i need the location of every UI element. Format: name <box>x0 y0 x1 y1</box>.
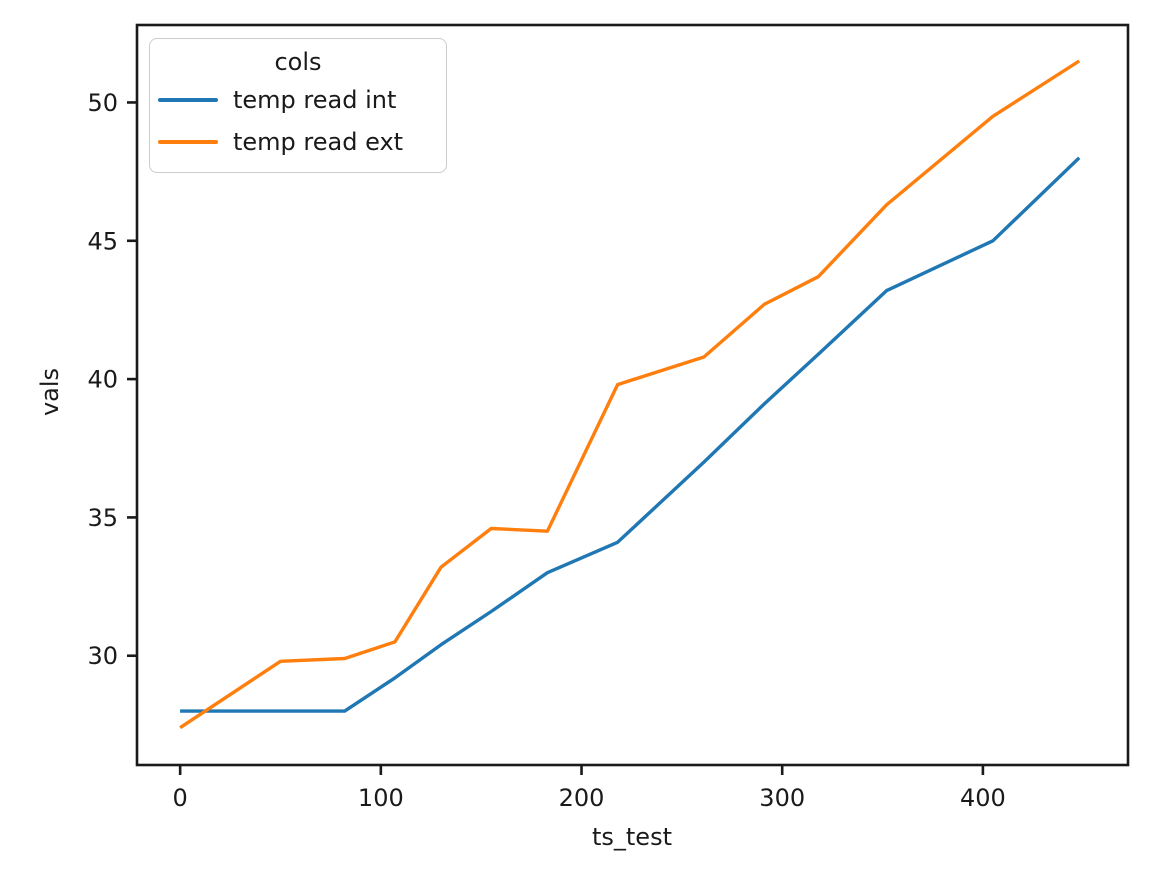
x-tick-label: 0 <box>173 784 188 812</box>
series-line-ext <box>179 59 1081 730</box>
legend-line-swatch-int <box>158 98 218 102</box>
y-axis-label: vals <box>36 368 64 416</box>
legend-entry-ext: temp read ext <box>150 121 446 163</box>
plot-border <box>135 23 1130 767</box>
plot-area: 0 100 200 300 400 30 35 40 45 50 <box>87 23 1130 812</box>
legend-title: cols <box>274 48 322 76</box>
y-tick-label: 30 <box>87 642 118 670</box>
y-tick-label: 40 <box>87 366 118 394</box>
x-axis-label: ts_test <box>592 823 672 851</box>
x-tick-label: 200 <box>559 784 605 812</box>
y-tick-label: 45 <box>87 227 118 255</box>
legend-entry-int: temp read int <box>150 79 446 121</box>
y-tick-label: 50 <box>87 89 118 117</box>
y-tick-label: 35 <box>87 504 118 532</box>
legend-line-swatch-ext <box>158 140 218 144</box>
x-tick-label: 300 <box>759 784 805 812</box>
legend: cols temp read int temp read ext <box>149 38 447 173</box>
series-line-int <box>180 156 1081 713</box>
legend-label-ext: temp read ext <box>233 128 404 156</box>
x-tick-label: 100 <box>358 784 404 812</box>
x-tick-label: 400 <box>960 784 1006 812</box>
legend-label-int: temp read int <box>233 86 397 114</box>
